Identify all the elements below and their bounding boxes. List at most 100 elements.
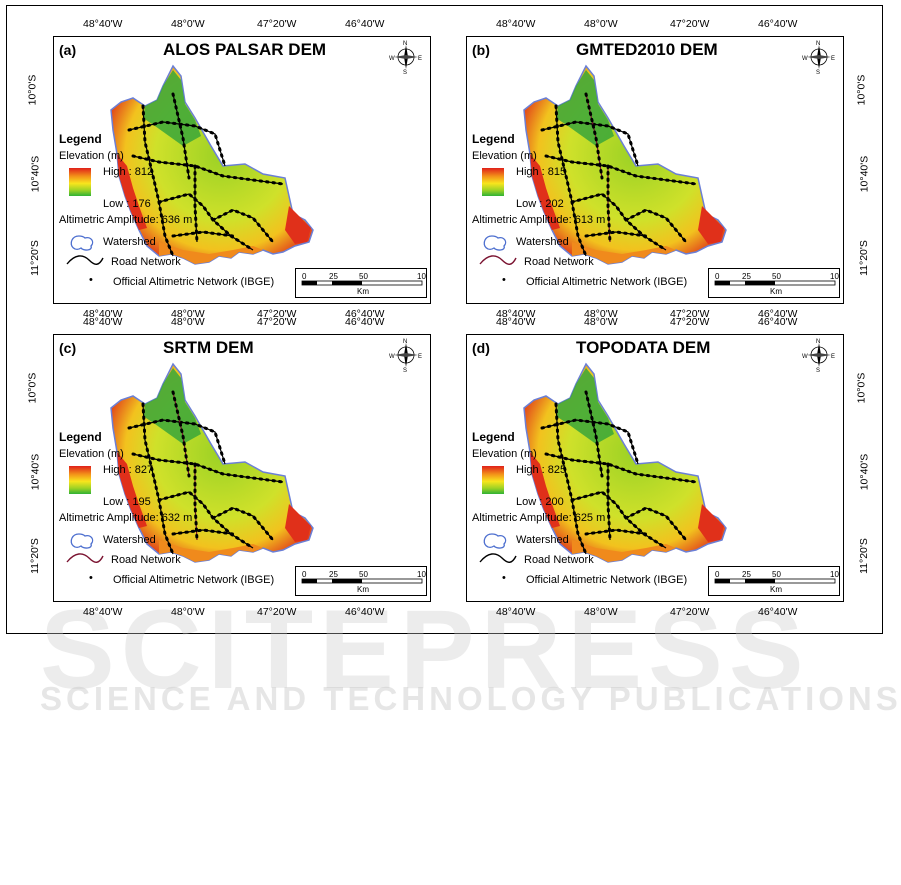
compass-label: S — [816, 368, 820, 372]
official-altimetric-points — [540, 120, 640, 168]
official-altimetric-points — [193, 462, 199, 542]
longitude-label-bottom: 47°20'W — [670, 606, 710, 618]
longitude-label-bottom: 48°0'W — [584, 308, 618, 320]
legend-road: Road Network — [111, 256, 181, 268]
road-line — [172, 231, 234, 237]
scale-tick-label: 100 — [417, 570, 427, 579]
highland-east — [285, 504, 311, 542]
highland-east — [285, 206, 311, 244]
compass-rose-icon: N S E W — [802, 41, 835, 74]
longitude-label-top: 48°0'W — [584, 316, 618, 328]
longitude-label-bottom: 48°0'W — [584, 606, 618, 618]
official-altimetric-points — [540, 418, 640, 466]
latitude-label: 10°40'S — [858, 453, 871, 491]
panel-letter: (c) — [59, 340, 77, 356]
scale-tick-label: 50 — [772, 570, 781, 579]
legend-amplitude: Altimetric Amplitude: 632 m — [59, 512, 193, 524]
longitude-label-top: 47°20'W — [257, 18, 297, 30]
legend-title: Legend — [59, 430, 102, 444]
watermark-logo: SCITEPRESS — [40, 587, 810, 712]
official-altimetric-points — [127, 120, 227, 168]
scale-bar: 0 25 50 100 Km — [295, 566, 427, 596]
compass-label: W — [389, 56, 395, 62]
official-network-dot-icon: • — [502, 274, 506, 286]
elevation-ramp — [482, 466, 504, 494]
legend-elevation: Elevation (m) — [59, 150, 124, 162]
legend-low: Low : 200 — [516, 496, 564, 508]
official-altimetric-points — [606, 462, 612, 542]
compass-rose-icon: N S E W — [389, 339, 422, 372]
legend-high: High : 815 — [516, 166, 567, 178]
legend-official: Official Altimetric Network (IBGE) — [113, 276, 275, 288]
scale-unit: Km — [770, 585, 782, 594]
compass-label: E — [831, 354, 835, 360]
highland-west — [117, 452, 147, 528]
longitude-label-top: 46°40'W — [758, 316, 798, 328]
road-legend-icon — [479, 553, 517, 563]
legend-low: Low : 202 — [516, 198, 564, 210]
scale-tick-label: 0 — [715, 272, 720, 281]
longitude-label-top: 46°40'W — [345, 316, 385, 328]
road-line — [585, 529, 647, 535]
longitude-label-bottom: 47°20'W — [670, 308, 710, 320]
official-network-dot-icon: • — [89, 274, 93, 286]
highland-south — [159, 540, 263, 562]
longitude-label-top: 47°20'W — [670, 316, 710, 328]
longitude-label-bottom: 48°40'W — [83, 308, 123, 320]
longitude-label-top: 48°40'W — [496, 316, 536, 328]
longitude-label-bottom: 47°20'W — [257, 308, 297, 320]
longitude-label-bottom: 48°40'W — [496, 308, 536, 320]
scale-bar: 0 25 50 100 Km — [708, 268, 840, 298]
legend-low: Low : 195 — [103, 496, 151, 508]
longitude-label-top: 48°0'W — [584, 18, 618, 30]
elevation-ramp — [69, 466, 91, 494]
scale-tick-label: 25 — [742, 570, 751, 579]
legend-road: Road Network — [111, 554, 181, 566]
elevation-ramp — [69, 168, 91, 196]
legend-high: High : 825 — [516, 464, 567, 476]
legend-watershed: Watershed — [103, 534, 156, 546]
legend-low: Low : 176 — [103, 198, 151, 210]
official-altimetric-points — [157, 490, 255, 550]
legend-high: High : 812 — [103, 166, 154, 178]
legend-amplitude: Altimetric Amplitude: 636 m — [59, 214, 193, 226]
scale-tick-label: 50 — [359, 570, 368, 579]
road-legend-icon — [479, 255, 517, 265]
longitude-label-top: 48°0'W — [171, 18, 205, 30]
highland-south — [572, 540, 676, 562]
compass-label: N — [816, 339, 820, 345]
watershed-legend-icon — [483, 235, 507, 251]
compass-label: N — [816, 41, 820, 47]
lowland-zone — [143, 70, 201, 146]
scale-tick-label: 100 — [830, 570, 840, 579]
highland-east — [698, 206, 724, 244]
longitude-label-top: 47°20'W — [670, 18, 710, 30]
scale-unit: Km — [357, 585, 369, 594]
legend-road: Road Network — [524, 256, 594, 268]
official-altimetric-points — [131, 154, 285, 186]
official-altimetric-points — [193, 164, 199, 244]
compass-label: S — [403, 368, 407, 372]
scale-tick-label: 25 — [742, 272, 751, 281]
longitude-label-bottom: 48°0'W — [171, 308, 205, 320]
compass-label: E — [831, 56, 835, 62]
legend-road: Road Network — [524, 554, 594, 566]
lowland-zone — [556, 70, 614, 146]
lowland-zone — [143, 368, 201, 444]
legend-official: Official Altimetric Network (IBGE) — [526, 276, 688, 288]
highland-west — [530, 154, 560, 230]
longitude-label-bottom: 46°40'W — [345, 308, 385, 320]
panel-title: ALOS PALSAR DEM — [163, 40, 327, 59]
scale-tick-label: 0 — [715, 570, 720, 579]
panel-letter: (b) — [472, 42, 490, 58]
compass-label: S — [816, 70, 820, 74]
longitude-label-top: 48°40'W — [496, 18, 536, 30]
elevation-ramp — [482, 168, 504, 196]
official-altimetric-points — [554, 402, 588, 556]
legend-title: Legend — [59, 132, 102, 146]
scale-tick-label: 50 — [359, 272, 368, 281]
legend-amplitude: Altimetric Amplitude: 625 m — [472, 512, 606, 524]
legend-official: Official Altimetric Network (IBGE) — [526, 574, 688, 586]
